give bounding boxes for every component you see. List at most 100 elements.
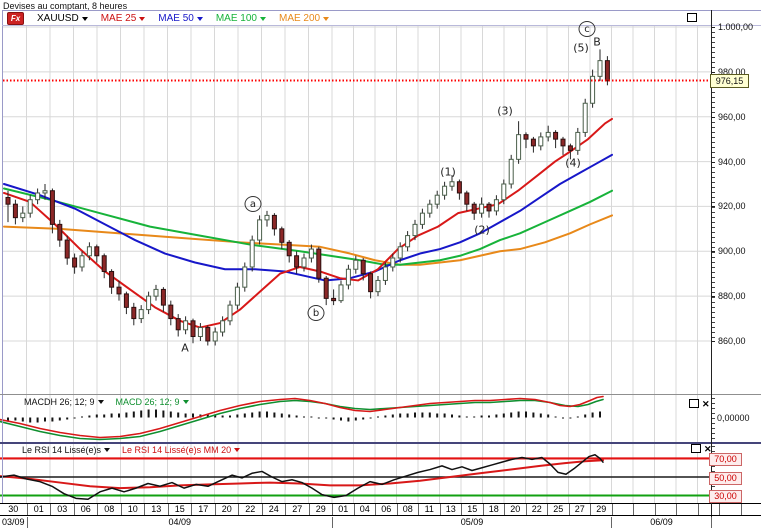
day-cell: 11 <box>418 504 440 515</box>
close-icon[interactable]: ✕ <box>704 443 712 454</box>
chevron-down-icon <box>323 16 330 21</box>
day-cell: 06 <box>73 504 98 515</box>
indicator-selector-mae-50[interactable]: MAE 50 <box>158 13 203 24</box>
price-tick <box>711 161 715 163</box>
restore-window-icon[interactable] <box>687 13 697 22</box>
day-cell: 13 <box>439 504 462 515</box>
x-axis-day-row: 30 01 03 06 08 10 13 15 17 20 22 24 27 29 01 04 06 08 11 13… <box>0 504 761 516</box>
ma25-line <box>3 117 613 329</box>
indicator-label: MAE 200 <box>278 13 321 24</box>
macd-zero-label: 0,00000 <box>717 412 750 423</box>
day-cell: 20 <box>504 504 526 515</box>
day-cell: 04 <box>353 504 376 515</box>
ma100-line <box>3 187 613 266</box>
day-cell <box>740 504 761 515</box>
ma200-line <box>3 214 613 266</box>
indicator-label: MAE 25 <box>100 13 137 24</box>
price-tick-label: 860,00 <box>718 336 746 346</box>
symbol-selector[interactable]: XAUUSD <box>37 13 88 24</box>
price-tick-label: 900,00 <box>718 246 746 257</box>
chevron-down-icon <box>182 400 189 404</box>
indicator-selector-mae-200[interactable]: MAE 200 <box>278 13 330 24</box>
macdh-label: MACDH 26; 12; 9 <box>24 397 95 407</box>
day-cell: 03 <box>50 504 74 515</box>
legend-separator <box>2 25 761 26</box>
wave-annotation-b: b <box>307 305 325 321</box>
wave-annotation-3: (3) <box>497 104 513 118</box>
indicator-label: MAE 100 <box>215 13 257 24</box>
day-cell: 24 <box>261 504 286 515</box>
day-cell: 06 <box>375 504 397 515</box>
price-tick <box>711 27 715 28</box>
restore-window-icon[interactable] <box>691 444 701 453</box>
rsi-level-tag: 30,00 <box>709 490 742 504</box>
month-cell <box>711 517 761 528</box>
macd-label: MACD 26; 12; 9 <box>115 397 180 407</box>
y-axis-line <box>711 10 712 528</box>
day-cell: 27 <box>568 504 591 515</box>
rsi-pane-separator[interactable] <box>0 442 761 444</box>
day-cell <box>611 504 634 515</box>
wave-annotation-B: B <box>593 35 601 49</box>
month-cell: 03/09 <box>1 517 25 527</box>
day-cell: 27 <box>285 504 309 515</box>
day-cell: 08 <box>396 504 419 515</box>
chevron-down-icon <box>234 448 241 452</box>
day-cell: 15 <box>461 504 483 515</box>
chevron-down-icon <box>104 448 111 452</box>
indicator-selector-mae-100[interactable]: MAE 100 <box>216 13 266 24</box>
price-tick-label: 960,00 <box>718 111 746 122</box>
day-cell <box>654 504 677 515</box>
macd-histogram <box>7 409 601 423</box>
rsi-level-tag: 50,00 <box>709 471 742 485</box>
x-axis-month-row: 03/09 04/09 05/09 06/09 <box>0 517 761 528</box>
macd-pane-controls: ✕ <box>689 399 710 408</box>
price-tick-label: 920,00 <box>718 201 746 212</box>
day-cell: 15 <box>167 504 192 515</box>
day-cell <box>676 504 698 515</box>
day-cell: 13 <box>144 504 168 515</box>
price-tick <box>711 71 715 73</box>
ma50-line <box>3 153 613 282</box>
window-left-border <box>2 10 3 503</box>
day-cell: 18 <box>482 504 505 515</box>
chevron-down-icon <box>139 16 146 21</box>
day-cell: 10 <box>120 504 145 515</box>
x-axis-line <box>0 503 761 504</box>
wave-annotation-A: A <box>181 341 189 355</box>
rsi-ma-selector[interactable]: Le RSI 14 Lissé(e)s MM 20 <box>122 445 241 455</box>
macd-axis-minor-ticks <box>712 398 715 440</box>
macd-header: MACDH 26; 12; 9 MACD 26; 12; 9 <box>24 397 189 407</box>
macdh-selector[interactable]: MACDH 26; 12; 9 <box>24 397 104 407</box>
price-tick <box>711 341 715 342</box>
price-tick-label: 880,00 <box>718 291 746 302</box>
day-cell: 01 <box>26 504 51 515</box>
main-pane-controls <box>687 13 697 22</box>
day-cell: 17 <box>191 504 215 515</box>
day-cell: 22 <box>525 504 548 515</box>
macd-pane-separator[interactable] <box>0 394 761 395</box>
wave-annotation-4: (4) <box>565 156 581 170</box>
wave-annotation-2: (2) <box>474 223 490 237</box>
page-title: Devises au comptant, 8 heures <box>3 1 128 11</box>
wave-annotation-a: a <box>244 196 262 212</box>
indicator-label: MAE 50 <box>158 13 194 24</box>
day-cell <box>633 504 655 515</box>
rsi-pane-controls: ✕ <box>691 444 712 453</box>
day-cell <box>697 504 720 515</box>
rsi-level-tag: 70,00 <box>709 452 742 466</box>
close-icon[interactable]: ✕ <box>702 398 710 409</box>
price-tick <box>711 251 715 253</box>
window-top-border <box>2 10 761 11</box>
day-cell <box>719 504 741 515</box>
rsi-label: Le RSI 14 Lissé(e)s <box>22 445 102 455</box>
day-cell: 22 <box>238 504 262 515</box>
restore-window-icon[interactable] <box>689 399 699 408</box>
wave-annotation-c: c <box>578 21 596 37</box>
chevron-down-icon <box>81 16 88 21</box>
day-cell: 20 <box>214 504 239 515</box>
candlestick-series <box>5 49 610 346</box>
macd-selector[interactable]: MACD 26; 12; 9 <box>116 397 189 407</box>
rsi-selector[interactable]: Le RSI 14 Lissé(e)s <box>22 445 111 455</box>
indicator-selector-mae-25[interactable]: MAE 25 <box>101 13 146 24</box>
